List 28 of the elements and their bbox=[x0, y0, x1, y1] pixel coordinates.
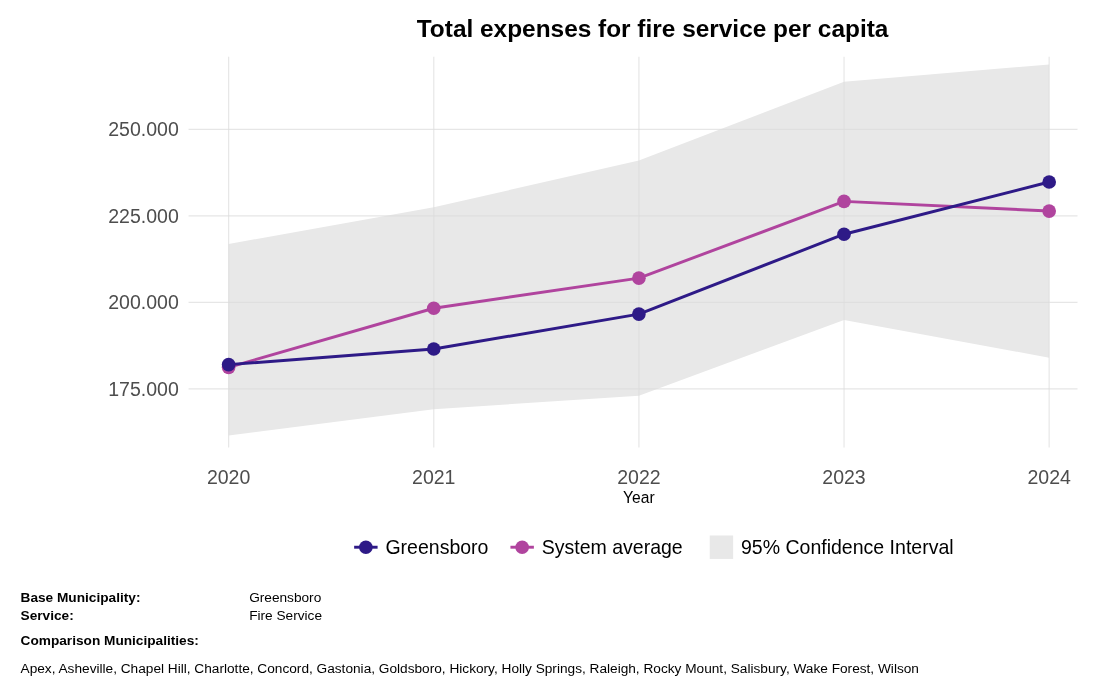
y-tick-label: 175.000 bbox=[108, 377, 179, 400]
x-tick-label: 2021 bbox=[412, 465, 456, 488]
point bbox=[837, 194, 851, 209]
point bbox=[632, 307, 646, 321]
x-tick-label: 2022 bbox=[617, 465, 661, 488]
text: Base Municipality: bbox=[20, 589, 141, 605]
point bbox=[426, 342, 441, 356]
text: Greensboro bbox=[249, 589, 322, 605]
point bbox=[1042, 175, 1057, 189]
chart-title: Total expenses for fire service per capita bbox=[416, 15, 889, 43]
point bbox=[837, 227, 851, 242]
point bbox=[1042, 204, 1057, 218]
x-tick-label: 2020 bbox=[206, 465, 251, 488]
y-tick-label: 200.000 bbox=[108, 291, 179, 314]
legend-label: 95% Confidence Interval bbox=[740, 536, 954, 559]
text: Apex, Asheville, Chapel Hill, Charlotte, Concord, Gastonia, Goldsboro, Hickory, Holly Springs, Raleigh, Rocky Mount, Salisbury, Wake Forest, Wilson bbox=[20, 661, 919, 677]
legend-label: Greensboro bbox=[385, 536, 489, 559]
x-tick-label: 2024 bbox=[1027, 465, 1072, 488]
text: Comparison Municipalities: bbox=[20, 632, 199, 648]
legend-label: System average bbox=[541, 536, 683, 559]
x-axis-title: Year bbox=[623, 489, 655, 507]
x-tick-label: 2023 bbox=[822, 465, 866, 488]
text: Fire Service bbox=[249, 607, 322, 623]
y-tick-label: 225.000 bbox=[108, 204, 179, 227]
point bbox=[632, 271, 646, 285]
y-tick-label: 250.000 bbox=[108, 118, 179, 141]
point bbox=[426, 301, 441, 316]
text: Service: bbox=[20, 607, 74, 623]
